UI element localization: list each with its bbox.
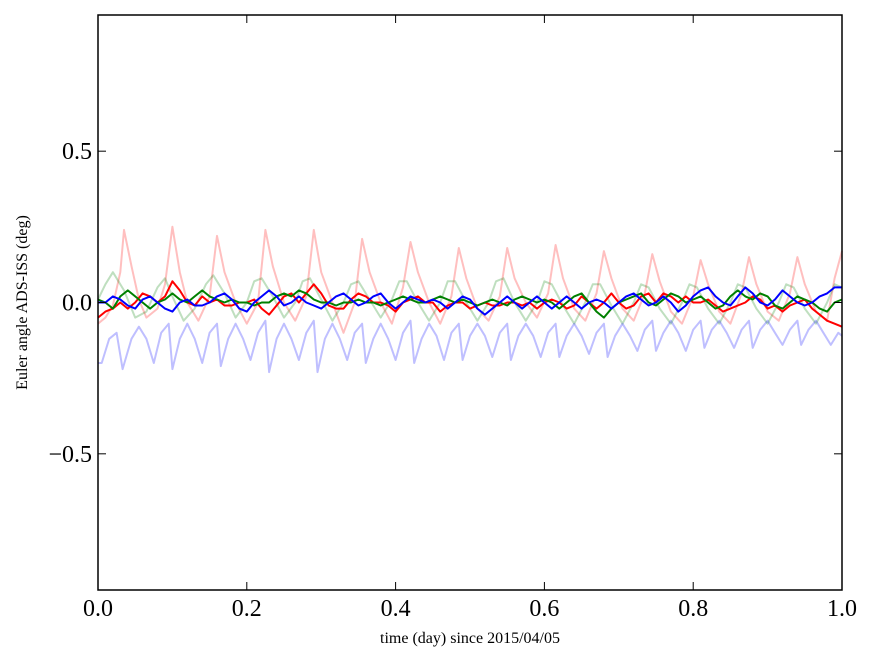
series-line-5 (97, 289, 843, 319)
x-tick-label: 0.4 (381, 596, 411, 622)
x-tick-label: 0.0 (83, 596, 113, 622)
y-tick-label: 0.5 (62, 139, 92, 165)
series-line-2 (97, 271, 843, 325)
x-tick-label: 0.2 (232, 596, 262, 622)
y-axis-label: Euler angle ADS-ISS (deg) (14, 215, 31, 390)
series-line-1 (97, 225, 843, 334)
series-line-6 (98, 286, 842, 316)
x-tick-label: 0.8 (678, 596, 708, 622)
series-layer (97, 225, 843, 374)
x-axis-label: time (day) since 2015/04/05 (380, 630, 560, 647)
series-line-3 (98, 319, 843, 374)
y-tick-label: 0.0 (62, 291, 92, 317)
y-tick-label: −0.5 (48, 442, 92, 468)
tick-layer: 0.0 0.2 0.4 0.6 0.8 1.0 −0.5 0.0 0.5 (48, 15, 857, 622)
x-tick-label: 1.0 (827, 596, 857, 622)
x-tick-label: 0.6 (529, 596, 559, 622)
